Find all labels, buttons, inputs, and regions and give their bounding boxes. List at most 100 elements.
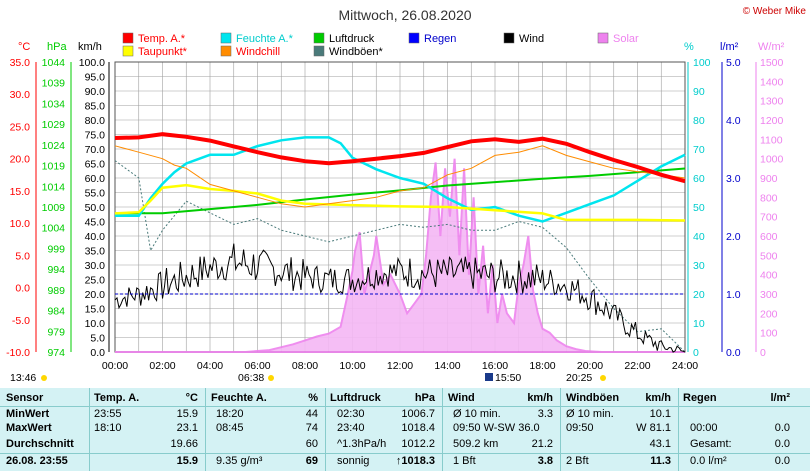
table-header: km/h — [527, 392, 553, 404]
legend-label: Temp. A.* — [138, 33, 186, 45]
legend-label: Luftdruck — [329, 33, 375, 45]
table-cell: 23:40 — [337, 422, 365, 434]
table-cell: Ø 10 min. — [453, 408, 501, 420]
series-taupunkt — [114, 183, 686, 222]
table-header: % — [308, 392, 318, 404]
axis-tick-hpa: 974 — [47, 347, 65, 359]
table-separator — [442, 388, 443, 471]
series-tempa — [114, 132, 686, 184]
table-cell: 509.2 km — [453, 438, 499, 450]
axis-tick-pct: 90 — [693, 86, 705, 98]
table-cell: 0.0 — [774, 438, 790, 450]
axis-tick-pct: 80 — [693, 115, 705, 127]
axis-tick-hpa: 1044 — [42, 57, 66, 69]
axis-tick-solar: 500 — [760, 250, 778, 262]
table-cell: 1018.4 — [401, 422, 435, 434]
axis-tick-kmh: 75.0 — [85, 130, 106, 142]
table-cell: 1012.2 — [401, 438, 435, 450]
axis-tick-temp: 25.0 — [10, 121, 31, 133]
axis-tick-kmh: 80.0 — [85, 115, 106, 127]
x-tick-label: 02:00 — [149, 360, 175, 372]
table-cell: 09:50 — [566, 422, 594, 434]
table-row-label: MinWert — [6, 408, 50, 420]
axis-unit-hpa: hPa — [47, 41, 67, 53]
table-cell: Ø 10 min. — [566, 408, 614, 420]
axis-tick-hpa: 1029 — [42, 119, 66, 131]
legend-swatch — [122, 32, 134, 44]
table-header: Luftdruck — [330, 392, 381, 404]
table-cell: 0.0 — [774, 422, 790, 434]
axis-tick-temp: 20.0 — [10, 154, 31, 166]
axis-tick-hpa: 1009 — [42, 202, 66, 214]
axis-tick-solar: 200 — [760, 308, 778, 320]
axis-tick-kmh: 25.0 — [85, 275, 106, 287]
axis-tick-hpa: 1039 — [42, 78, 66, 90]
table-cell: 23:55 — [94, 408, 122, 420]
table-header: °C — [185, 392, 198, 404]
axis-tick-rain: 4.0 — [726, 115, 741, 127]
axis-unit-solar: W/m² — [758, 41, 785, 53]
axis-tick-kmh: 20.0 — [85, 289, 106, 301]
series-windchill — [114, 145, 686, 208]
axis-tick-rain: 3.0 — [726, 173, 741, 185]
axis-tick-kmh: 30.0 — [85, 260, 106, 272]
table-cell: 15.9 — [176, 455, 198, 467]
table-cell: 18:20 — [216, 408, 244, 420]
series-windben — [114, 160, 686, 353]
axis-unit-temp: °C — [18, 41, 30, 53]
axis-tick-temp: -5.0 — [12, 315, 30, 327]
chart-title: Mittwoch, 26.08.2020 — [338, 7, 471, 23]
legend-swatch — [220, 45, 232, 57]
sun-icon — [41, 375, 47, 381]
sunrise-icon — [268, 375, 274, 381]
table-cell: 18:10 — [94, 422, 122, 434]
x-tick-label: 04:00 — [197, 360, 223, 372]
table-header: Temp. A. — [94, 392, 140, 404]
table-separator — [678, 388, 679, 471]
axis-tick-pct: 60 — [693, 173, 705, 185]
statistics-table — [0, 388, 810, 471]
axis-tick-pct: 10 — [693, 318, 705, 330]
x-tick-label: 24:00 — [672, 360, 698, 372]
table-cell: ↑1018.3 — [395, 455, 435, 467]
series-wind — [114, 243, 686, 353]
axis-tick-kmh: 10.0 — [85, 318, 106, 330]
axis-tick-kmh: 35.0 — [85, 246, 106, 258]
legend-label: Taupunkt* — [138, 46, 188, 58]
x-tick-label: 14:00 — [434, 360, 460, 372]
time-start-label: 13:46 — [10, 372, 36, 384]
legend-swatch — [122, 45, 134, 57]
axis-tick-solar: 1100 — [760, 134, 783, 146]
table-row-label: Durchschnitt — [6, 438, 74, 450]
table-cell: 74 — [305, 422, 318, 434]
table-cell: 2 Bft — [566, 455, 589, 467]
x-tick-label: 12:00 — [387, 360, 413, 372]
axis-tick-pct: 0 — [693, 347, 699, 359]
axis-tick-hpa: 1034 — [42, 98, 66, 110]
table-cell: 9.35 g/m³ — [216, 455, 263, 467]
axis-tick-temp: -10.0 — [6, 347, 30, 359]
axis-tick-kmh: 70.0 — [85, 144, 106, 156]
axis-tick-kmh: 55.0 — [85, 188, 106, 200]
axis-tick-kmh: 5.0 — [90, 333, 105, 345]
x-tick-label: 16:00 — [482, 360, 508, 372]
axis-tick-solar: 100 — [760, 328, 778, 340]
axis-tick-solar: 1500 — [760, 57, 784, 69]
table-cell: 44 — [305, 408, 318, 420]
table-separator — [205, 388, 206, 471]
table-cell: 1 Bft — [453, 455, 476, 467]
series-feuchtea — [115, 136, 686, 223]
axis-tick-temp: 5.0 — [15, 250, 30, 262]
axis-tick-solar: 900 — [760, 173, 778, 185]
axis-tick-pct: 20 — [693, 289, 705, 301]
axis-tick-kmh: 60.0 — [85, 173, 106, 185]
current-time-label: 15:50 — [495, 372, 521, 384]
table-header: hPa — [414, 392, 435, 404]
axis-tick-solar: 800 — [760, 192, 778, 204]
axis-tick-rain: 0.0 — [726, 347, 741, 359]
table-separator — [89, 388, 90, 471]
table-cell: W 81.1 — [636, 422, 671, 434]
axis-tick-solar: 400 — [760, 270, 778, 282]
table-cell: 0.0 — [774, 455, 790, 467]
axis-tick-kmh: 40.0 — [85, 231, 106, 243]
